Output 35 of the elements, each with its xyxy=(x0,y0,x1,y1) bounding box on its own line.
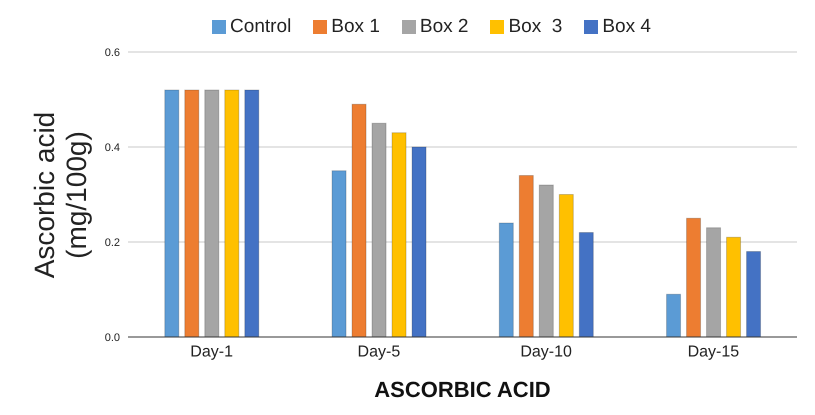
bar xyxy=(538,184,554,337)
bar xyxy=(518,175,534,337)
bar xyxy=(352,104,367,337)
x-tick-label: Day-10 xyxy=(520,343,572,360)
bar xyxy=(244,90,260,337)
bar xyxy=(498,222,514,337)
y-tick-label: 0.2 xyxy=(104,236,120,249)
x-tick-label: Day-5 xyxy=(358,343,400,360)
x-axis-title: ASCORBIC ACID xyxy=(374,377,551,402)
bar xyxy=(224,90,240,337)
bar xyxy=(726,236,742,337)
bar xyxy=(372,122,387,337)
x-tick-label: Day-1 xyxy=(190,343,234,360)
legend-label: Box 4 xyxy=(602,16,651,37)
bar xyxy=(558,194,574,337)
bar xyxy=(164,90,180,337)
y-axis-title: Ascorbic acid (mg/100g) xyxy=(29,110,93,280)
bar xyxy=(706,227,722,337)
legend-label: Control xyxy=(230,16,292,37)
bar xyxy=(578,232,594,337)
bar xyxy=(686,218,702,337)
bar xyxy=(412,146,427,337)
legend-label: Box 3 xyxy=(508,16,562,37)
legend-label: Box 2 xyxy=(420,16,468,37)
bar xyxy=(392,132,407,337)
legend-label: Box 1 xyxy=(331,16,380,37)
bar xyxy=(204,90,220,337)
y-tick-label: 0.0 xyxy=(104,332,120,344)
y-tick-label: 0.6 xyxy=(104,46,120,59)
y-tick-label: 0.4 xyxy=(104,142,120,154)
bar xyxy=(746,251,762,337)
bar xyxy=(666,294,682,337)
bar xyxy=(332,170,347,337)
bar xyxy=(184,90,200,337)
x-tick-label: Day-15 xyxy=(688,343,740,360)
